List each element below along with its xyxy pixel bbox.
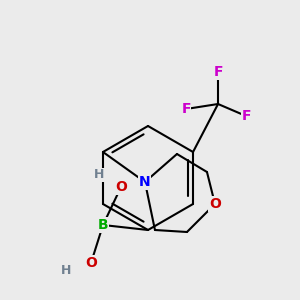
Text: F: F xyxy=(181,102,191,116)
Text: N: N xyxy=(139,175,151,189)
Text: B: B xyxy=(98,218,108,232)
Text: H: H xyxy=(61,265,71,278)
Text: O: O xyxy=(115,180,127,194)
Text: O: O xyxy=(209,197,221,211)
Text: H: H xyxy=(94,169,104,182)
Text: F: F xyxy=(241,109,251,123)
Text: F: F xyxy=(213,65,223,79)
Text: O: O xyxy=(85,256,97,270)
